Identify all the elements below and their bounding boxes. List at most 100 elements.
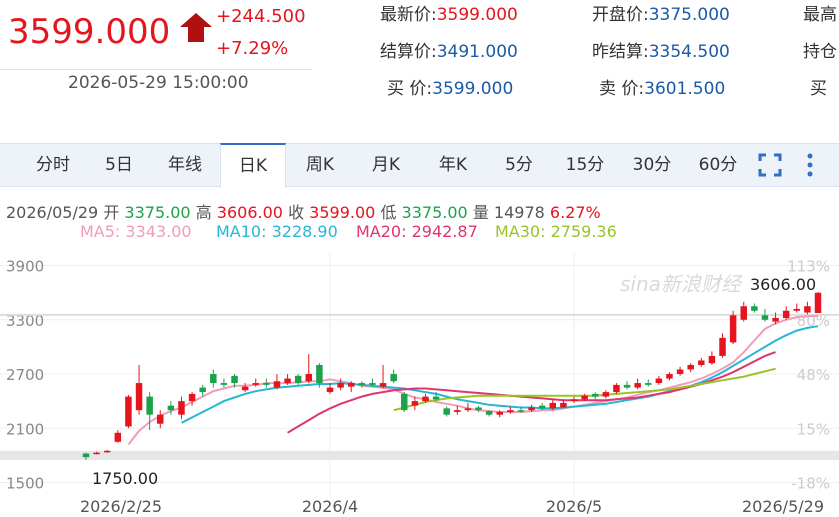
field-label: 卖 价: [599,79,645,99]
candle-body [263,383,270,385]
ohlc-close: 3599.00 [309,203,376,222]
field-settle: 结算价:3491.000 [380,37,518,62]
tab-daily-k[interactable]: 日K [220,143,286,188]
candle-body [613,384,620,393]
min-price-label: 1750.00 [92,469,158,488]
field-label: 最高 [803,5,837,25]
candle-body [698,360,705,365]
candle-body [740,306,747,320]
field-label: 买 价: [387,79,433,99]
tab-monthly-k[interactable]: 月K [371,155,401,175]
candle-body [188,393,196,402]
candle-body [591,393,599,397]
field-open: 开盘价:3375.000 [592,0,730,25]
ohlc-pct: 6.27% [549,203,601,222]
tab-60min[interactable]: 60分 [698,155,738,175]
ma30-legend: MA30: 2759.36 [495,222,617,241]
x-tick-label: 2026/5 [546,497,602,516]
candle-body [623,384,631,388]
fullscreen-icon[interactable] [758,153,782,177]
tab-yearly-k[interactable]: 年K [438,155,468,175]
ohlc-high-label: 高 [195,203,212,222]
candle-body [432,396,440,400]
field-label: 开盘价: [592,5,649,25]
field-label: 最新价: [380,5,437,25]
candle-body [517,410,525,412]
tab-5min[interactable]: 5分 [505,155,533,175]
candle-body [390,374,397,382]
up-arrow-icon [180,13,212,27]
low-band [0,450,839,460]
tab-5day[interactable]: 5日 [105,155,133,175]
candle-body [729,315,737,343]
y-tick-label: 1500 [6,474,44,492]
field-bid: 买 价:3599.000 [387,74,513,99]
candle-body [125,396,132,427]
candle-body [475,407,482,411]
tab-intraday[interactable]: 分时 [36,155,70,175]
candle-body [326,387,334,393]
candle-body [751,306,758,311]
x-tick-label: 2026/4 [302,497,358,516]
candle-body [167,405,175,411]
last-price: 3599.000 [8,12,171,52]
ohlc-close-label: 收 [288,203,305,222]
field-value: 3491.000 [436,42,518,62]
quote-datetime: 2026-05-29 15:00:00 [68,73,249,93]
candle-body [496,411,503,415]
candle-body [687,364,694,370]
x-tick-label: 2026/5/29 [742,497,824,516]
y-tick-label: 3300 [6,312,44,330]
candle-body [645,383,652,385]
y-tick-label: 2700 [6,366,44,384]
ohlc-high: 3606.00 [216,203,283,222]
candle-body [93,452,100,455]
candle-body [146,396,153,415]
tab-30min[interactable]: 30分 [632,155,672,175]
pct-tick-label: 113% [787,258,830,276]
kline-chart[interactable]: 3900 113%3300 80%2700 48%2100 15%1500 -18%360… [0,242,839,517]
candle-body [804,306,811,313]
sina-watermark: sina新浪财经 [620,272,741,296]
field-ask: 卖 价:3601.500 [599,74,725,99]
ohlc-vol-label: 量 [472,203,489,222]
tab-15min[interactable]: 15分 [565,155,605,175]
field-value: 3375.000 [648,5,730,25]
ma10-legend: MA10: 3228.90 [216,222,338,241]
candle-body [135,383,143,411]
field-open-interest: 持仓 [803,37,837,62]
candle-body [549,402,557,409]
max-price-label: 3606.00 [750,275,816,294]
tab-weekly-k[interactable]: 周K [305,155,335,175]
candle-body [443,408,450,415]
ohlc-date: 2026/05/29 [6,203,99,222]
candle-body [210,374,217,384]
candle-body [570,399,578,402]
candle-body [358,383,366,385]
field-value: 3599.000 [436,5,518,25]
candle-body [772,317,779,322]
field-prev-settle: 昨结算:3354.500 [592,37,730,62]
candle-body [82,453,90,458]
field-bid-vol: 买 [810,74,827,99]
candle-body [114,432,122,442]
candle-body [379,383,387,387]
price-change: +244.500 [216,6,306,27]
candle-body [464,408,472,411]
candle-body [538,405,546,409]
candle-body [634,383,641,388]
candle-body [719,337,726,356]
candle-body [676,369,684,375]
ma5-legend: MA5: 3343.00 [80,222,192,241]
candle-body [602,392,610,397]
more-vertical-icon[interactable] [802,151,818,179]
tab-year-line[interactable]: 年线 [168,155,202,175]
candle-body [485,411,493,415]
candle-body [761,315,769,320]
period-tab-bar: 分时 5日 年线 日K 周K 月K 年K 5分 15分 30分 60分 [0,143,839,188]
field-value: 3354.500 [648,42,730,62]
candle-body [252,383,259,385]
ma5-line [127,314,819,446]
candle-body [422,396,429,402]
candle-body [401,393,408,411]
